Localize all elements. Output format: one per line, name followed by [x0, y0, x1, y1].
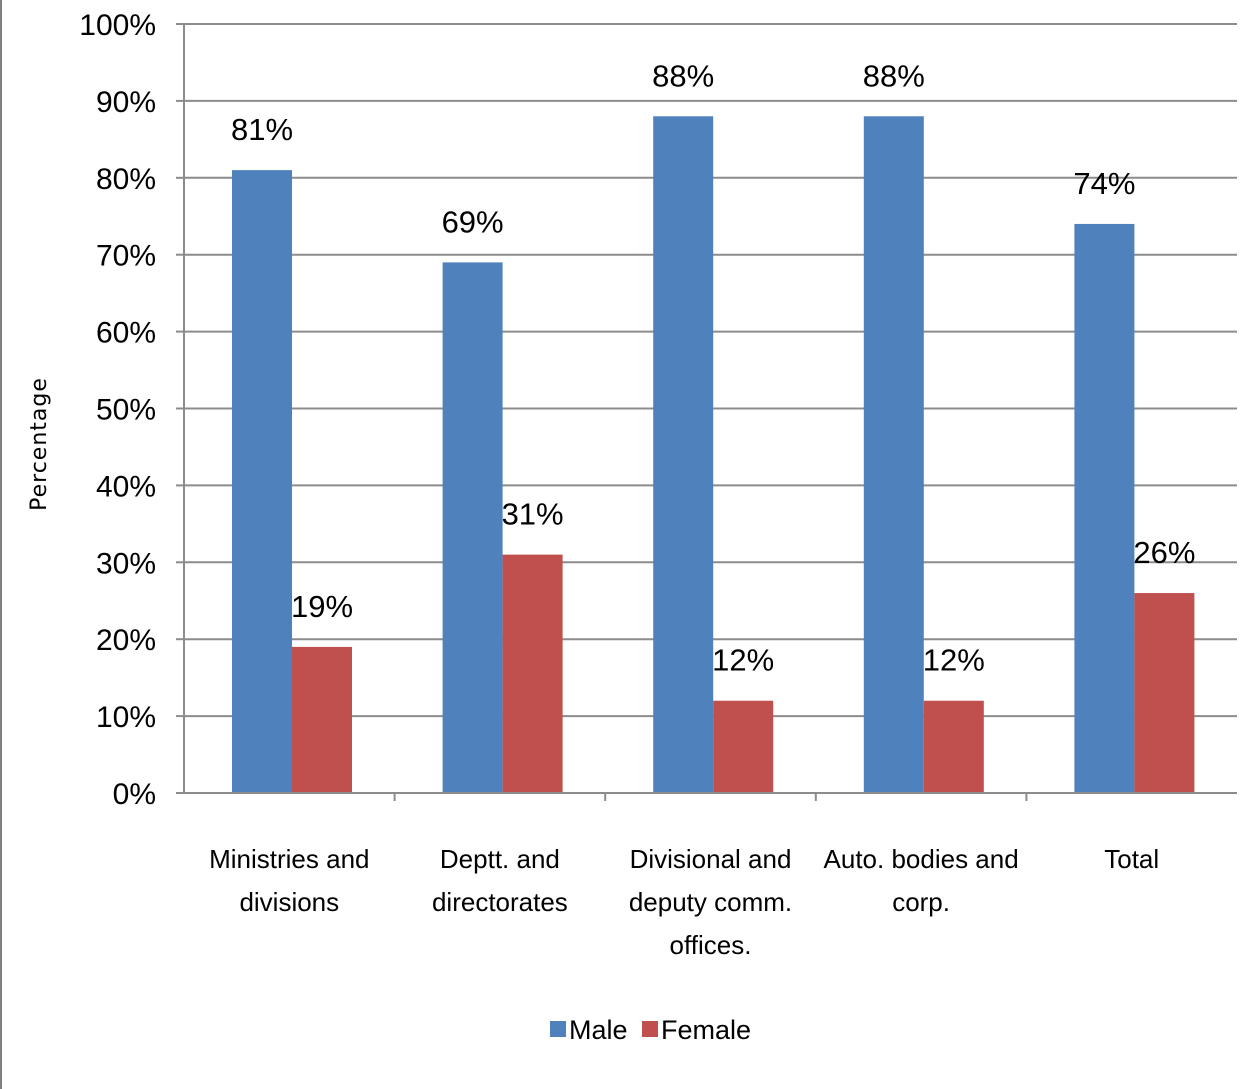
- y-tick-label: 20%: [96, 624, 156, 657]
- x-tick-label: Total: [1104, 844, 1159, 874]
- data-label-female: 12%: [923, 643, 985, 678]
- data-label-male: 81%: [231, 112, 293, 147]
- data-label-male: 74%: [1073, 166, 1135, 201]
- data-label-female: 19%: [291, 589, 353, 624]
- y-tick-label: 100%: [79, 9, 156, 42]
- bar-male: [232, 170, 292, 794]
- legend-swatch-female: [642, 1021, 658, 1037]
- bar-female: [923, 700, 984, 793]
- data-label-female: 26%: [1133, 535, 1195, 570]
- y-tick-label: 0%: [113, 778, 156, 811]
- x-tick-label: Divisional and deputy comm. offices.: [629, 844, 792, 960]
- bar-male: [442, 262, 503, 793]
- bar-female: [713, 700, 774, 793]
- y-tick-label: 30%: [96, 547, 156, 580]
- legend-label-male: Male: [569, 1015, 628, 1045]
- y-tick-label: 90%: [96, 86, 156, 119]
- y-tick-label: 10%: [96, 701, 156, 734]
- y-tick-label: 60%: [96, 317, 156, 350]
- y-axis: 0% 10% 20% 30% 40% 50% 60% 70% 80% 90% 100%: [79, 9, 185, 811]
- bars: [232, 116, 1195, 794]
- legend-label-female: Female: [661, 1015, 751, 1045]
- x-tick-label: Ministries and divisions: [209, 844, 369, 917]
- y-axis-title: Percentage: [27, 377, 52, 511]
- data-label-female: 31%: [502, 497, 564, 532]
- x-tick-label: Auto. bodies and corp.: [824, 844, 1019, 917]
- bar-female: [292, 646, 352, 793]
- data-label-female: 12%: [712, 643, 774, 678]
- legend: Male Female: [550, 1015, 751, 1045]
- bar-female: [502, 554, 563, 793]
- data-label-male: 69%: [442, 204, 504, 239]
- x-tick-label: Deptt. and directorates: [432, 844, 568, 917]
- bar-female: [1134, 593, 1195, 793]
- data-label-male: 88%: [863, 58, 925, 93]
- bar-male: [863, 116, 924, 793]
- bar-male: [653, 116, 714, 793]
- y-tick-label: 80%: [96, 163, 156, 196]
- legend-swatch-male: [550, 1021, 566, 1037]
- data-labels: 81% 19% 69% 31% 88% 12% 88% 12% 74% 26%: [231, 58, 1195, 677]
- data-label-male: 88%: [652, 58, 714, 93]
- y-tick-label: 70%: [96, 240, 156, 273]
- bar-male: [1074, 223, 1135, 793]
- x-axis: Ministries and divisions Deptt. and directo…: [184, 792, 1237, 960]
- y-tick-label: 50%: [96, 394, 156, 427]
- y-tick-label: 40%: [96, 470, 156, 503]
